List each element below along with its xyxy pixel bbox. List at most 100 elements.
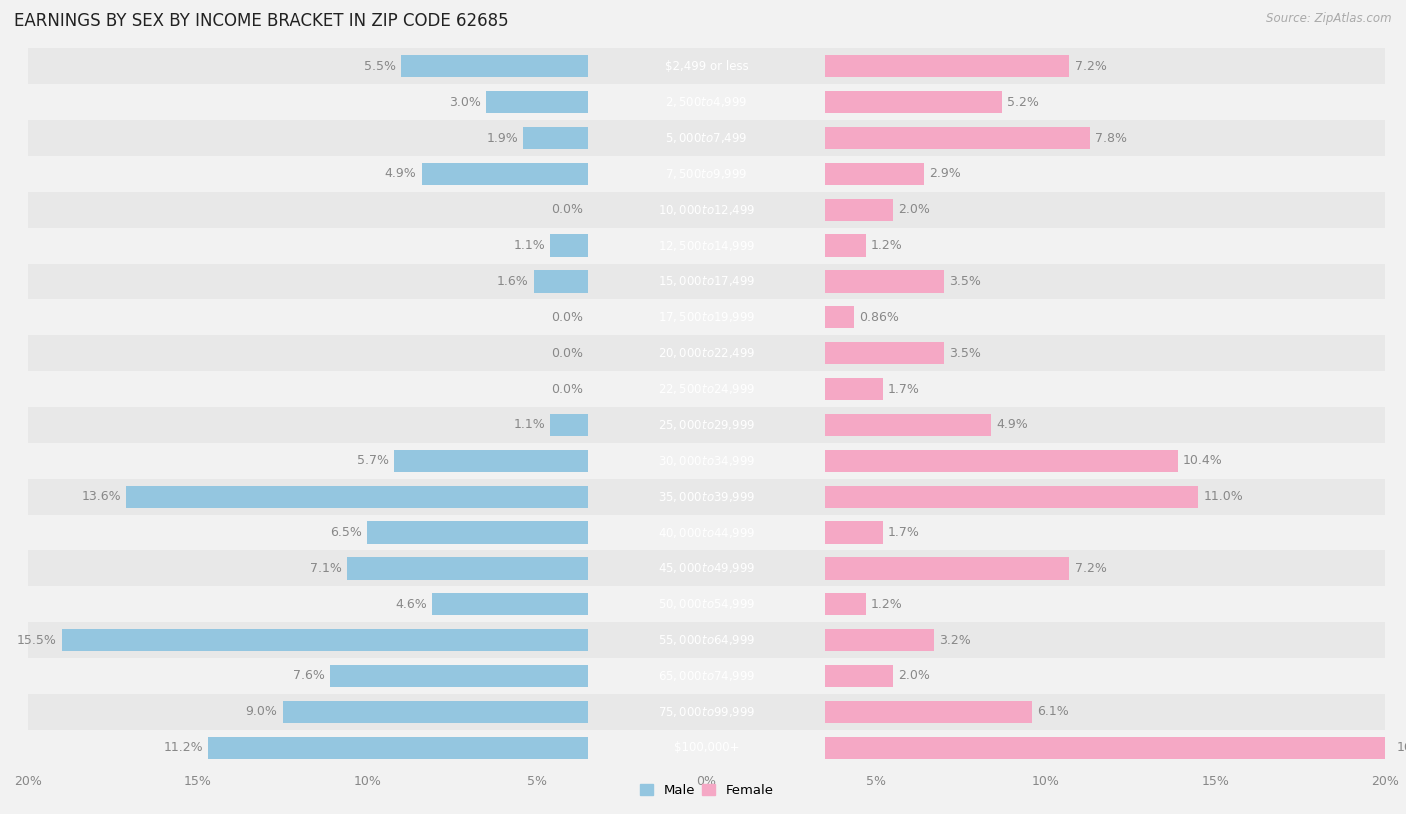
Bar — [28, 586, 1385, 622]
Bar — [825, 306, 855, 329]
Text: 13.6%: 13.6% — [82, 490, 121, 503]
Bar — [825, 593, 866, 615]
Bar — [330, 665, 588, 687]
Text: $75,000 to $99,999: $75,000 to $99,999 — [658, 705, 755, 719]
Text: 5.5%: 5.5% — [364, 59, 396, 72]
Bar — [825, 342, 943, 365]
Bar — [486, 91, 588, 113]
Bar — [28, 84, 1385, 120]
Text: $5,000 to $7,499: $5,000 to $7,499 — [665, 131, 748, 145]
Bar — [551, 414, 588, 436]
Text: 3.5%: 3.5% — [949, 347, 981, 360]
Text: 2.9%: 2.9% — [929, 168, 960, 181]
Bar — [28, 120, 1385, 156]
Text: $35,000 to $39,999: $35,000 to $39,999 — [658, 490, 755, 504]
Bar — [825, 449, 1178, 472]
Bar — [28, 514, 1385, 550]
Text: 1.1%: 1.1% — [513, 418, 546, 431]
Text: 2.0%: 2.0% — [898, 204, 929, 217]
Bar — [825, 522, 883, 544]
Bar — [28, 479, 1385, 514]
Text: $12,500 to $14,999: $12,500 to $14,999 — [658, 239, 755, 252]
Text: $55,000 to $64,999: $55,000 to $64,999 — [658, 633, 755, 647]
Text: 7.1%: 7.1% — [309, 562, 342, 575]
Text: $20,000 to $22,499: $20,000 to $22,499 — [658, 346, 755, 361]
Text: $2,500 to $4,999: $2,500 to $4,999 — [665, 95, 748, 109]
Bar — [551, 234, 588, 256]
Bar — [28, 192, 1385, 228]
Bar — [422, 163, 588, 185]
Text: 1.1%: 1.1% — [513, 239, 546, 252]
Text: 1.6%: 1.6% — [496, 275, 529, 288]
Text: 4.9%: 4.9% — [997, 418, 1028, 431]
Bar — [825, 378, 883, 400]
Bar — [825, 558, 1070, 580]
Text: 6.5%: 6.5% — [330, 526, 363, 539]
Bar — [28, 264, 1385, 300]
Bar — [825, 127, 1090, 149]
Text: 7.2%: 7.2% — [1074, 59, 1107, 72]
Text: $22,500 to $24,999: $22,500 to $24,999 — [658, 382, 755, 396]
Text: 7.2%: 7.2% — [1074, 562, 1107, 575]
Text: $30,000 to $34,999: $30,000 to $34,999 — [658, 453, 755, 468]
Bar — [28, 371, 1385, 407]
Text: 1.2%: 1.2% — [872, 239, 903, 252]
Text: $45,000 to $49,999: $45,000 to $49,999 — [658, 562, 755, 575]
Bar — [825, 701, 1032, 723]
Text: 3.2%: 3.2% — [939, 633, 970, 646]
Text: 11.0%: 11.0% — [1204, 490, 1243, 503]
Legend: Male, Female: Male, Female — [634, 779, 779, 803]
Text: 4.9%: 4.9% — [385, 168, 416, 181]
Text: 16.7%: 16.7% — [1396, 742, 1406, 755]
Text: $10,000 to $12,499: $10,000 to $12,499 — [658, 203, 755, 217]
Text: 6.1%: 6.1% — [1038, 706, 1069, 718]
Text: 15.5%: 15.5% — [17, 633, 58, 646]
Text: 0.0%: 0.0% — [551, 347, 582, 360]
Bar — [127, 485, 588, 508]
Bar — [28, 550, 1385, 586]
Text: 3.5%: 3.5% — [949, 275, 981, 288]
Bar — [825, 199, 893, 221]
Text: 5.7%: 5.7% — [357, 454, 389, 467]
Text: 1.2%: 1.2% — [872, 597, 903, 610]
Bar — [28, 443, 1385, 479]
Text: 10.4%: 10.4% — [1182, 454, 1223, 467]
Bar — [825, 234, 866, 256]
Text: 5.2%: 5.2% — [1007, 96, 1039, 108]
Bar — [523, 127, 588, 149]
Bar — [28, 228, 1385, 264]
Text: 0.0%: 0.0% — [551, 311, 582, 324]
Text: 1.7%: 1.7% — [889, 383, 920, 396]
Text: 3.0%: 3.0% — [449, 96, 481, 108]
Text: 7.8%: 7.8% — [1095, 132, 1126, 145]
Text: $25,000 to $29,999: $25,000 to $29,999 — [658, 418, 755, 432]
Bar — [825, 414, 991, 436]
Bar — [825, 665, 893, 687]
Text: 2.0%: 2.0% — [898, 669, 929, 682]
Text: $15,000 to $17,499: $15,000 to $17,499 — [658, 274, 755, 288]
Bar — [28, 730, 1385, 766]
Bar — [432, 593, 588, 615]
Bar — [825, 91, 1001, 113]
Text: 1.9%: 1.9% — [486, 132, 519, 145]
Text: 11.2%: 11.2% — [163, 742, 202, 755]
Bar — [825, 270, 943, 292]
Bar — [401, 55, 588, 77]
Bar — [825, 737, 1392, 759]
Text: 0.0%: 0.0% — [551, 204, 582, 217]
Bar — [28, 658, 1385, 694]
Text: 7.6%: 7.6% — [292, 669, 325, 682]
Bar — [347, 558, 588, 580]
Bar — [208, 737, 588, 759]
Text: EARNINGS BY SEX BY INCOME BRACKET IN ZIP CODE 62685: EARNINGS BY SEX BY INCOME BRACKET IN ZIP… — [14, 12, 509, 30]
Bar — [28, 300, 1385, 335]
Bar — [28, 156, 1385, 192]
Bar — [28, 694, 1385, 730]
Text: $40,000 to $44,999: $40,000 to $44,999 — [658, 526, 755, 540]
Bar — [367, 522, 588, 544]
Bar — [825, 485, 1198, 508]
Text: 9.0%: 9.0% — [246, 706, 277, 718]
Bar — [825, 629, 934, 651]
Text: $7,500 to $9,999: $7,500 to $9,999 — [665, 167, 748, 181]
Text: Source: ZipAtlas.com: Source: ZipAtlas.com — [1267, 12, 1392, 25]
